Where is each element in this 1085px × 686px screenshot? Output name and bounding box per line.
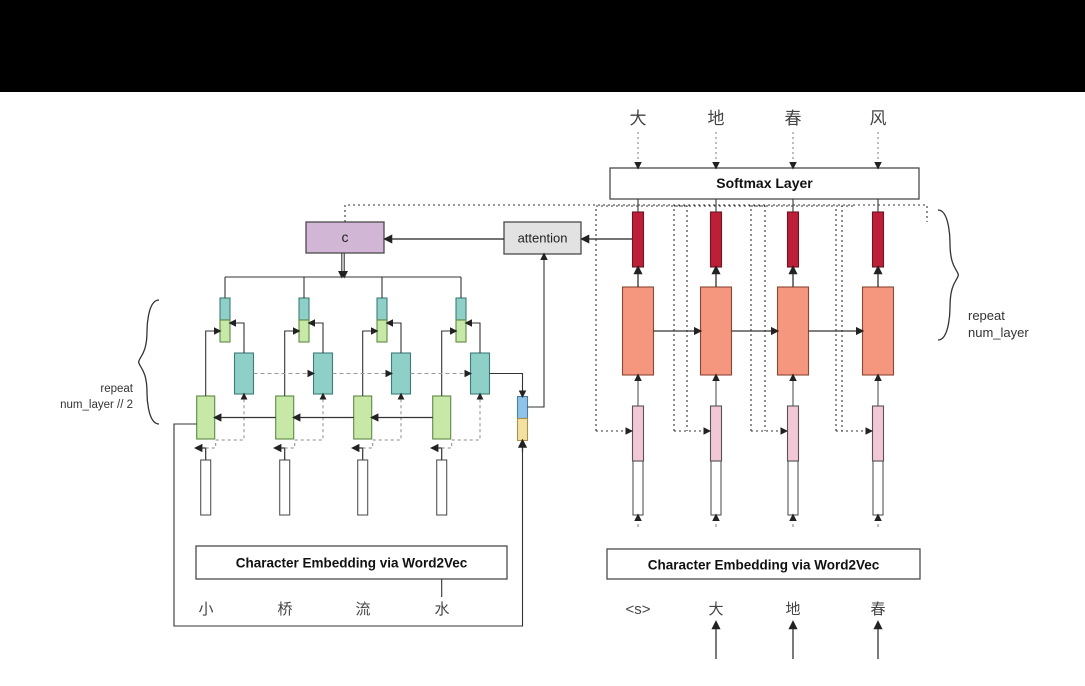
- svg-text:c: c: [342, 229, 349, 245]
- svg-text:春: 春: [870, 601, 885, 618]
- svg-text:大: 大: [708, 601, 723, 618]
- svg-text:Character Embedding via Word2V: Character Embedding via Word2Vec: [648, 557, 880, 572]
- svg-text:小: 小: [198, 601, 213, 618]
- svg-text:<s>: <s>: [625, 601, 650, 618]
- svg-text:Character Embedding via Word2V: Character Embedding via Word2Vec: [236, 555, 468, 570]
- svg-text:num_layer: num_layer: [968, 325, 1029, 340]
- svg-text:风: 风: [870, 109, 887, 128]
- svg-text:大: 大: [630, 109, 647, 128]
- svg-text:流: 流: [355, 601, 370, 618]
- svg-text:水: 水: [434, 601, 449, 618]
- svg-text:num_layer // 2: num_layer // 2: [60, 399, 133, 411]
- svg-text:repeat: repeat: [100, 383, 133, 395]
- svg-text:repeat: repeat: [968, 308, 1005, 323]
- svg-text:Softmax Layer: Softmax Layer: [716, 175, 813, 191]
- svg-text:地: 地: [785, 601, 800, 618]
- svg-text:attention: attention: [518, 231, 568, 246]
- svg-text:春: 春: [785, 109, 802, 128]
- svg-text:桥: 桥: [277, 601, 292, 618]
- svg-text:地: 地: [708, 109, 725, 128]
